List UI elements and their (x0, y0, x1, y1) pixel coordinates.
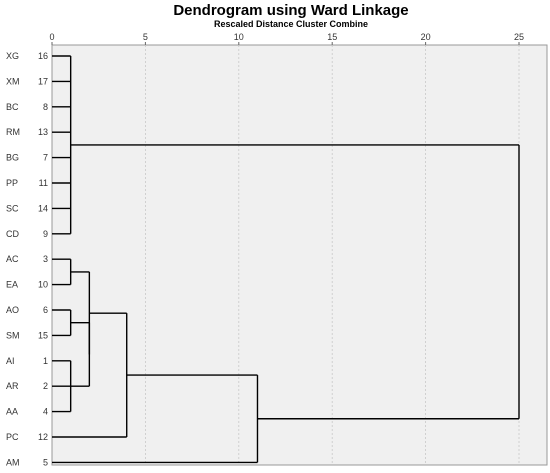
leaf-name-label: SM (6, 330, 20, 340)
tick-label: 15 (327, 32, 337, 42)
leaf-name-label: BC (6, 102, 19, 112)
leaf-case-number: 8 (43, 102, 48, 112)
leaf-name-label: AO (6, 305, 19, 315)
leaf-name-label: BG (6, 153, 19, 163)
leaf-case-number: 3 (43, 254, 48, 264)
tick-label: 0 (49, 32, 54, 42)
leaf-name-label: PP (6, 178, 18, 188)
leaf-case-number: 15 (38, 330, 48, 340)
leaf-name-label: EA (6, 280, 18, 290)
leaf-name-label: AR (6, 381, 19, 391)
tick-label: 10 (234, 32, 244, 42)
tick-label: 20 (421, 32, 431, 42)
tick-label: 5 (143, 32, 148, 42)
leaf-case-number: 13 (38, 127, 48, 137)
leaf-case-number: 14 (38, 203, 48, 213)
leaf-case-number: 12 (38, 432, 48, 442)
leaf-case-number: 6 (43, 305, 48, 315)
leaf-name-label: AM (6, 457, 20, 467)
chart-subtitle: Rescaled Distance Cluster Combine (214, 19, 368, 29)
leaf-case-number: 11 (39, 178, 48, 188)
leaf-case-number: 16 (38, 51, 48, 61)
axis-ticks: 0 5 10 15 20 25 (49, 32, 524, 45)
leaf-name-label: RM (6, 127, 20, 137)
leaf-name-label: XM (6, 76, 20, 86)
leaf-case-number: 7 (43, 153, 48, 163)
leaf-name-label: AC (6, 254, 19, 264)
leaf-case-number: 5 (43, 457, 48, 467)
leaf-case-number: 4 (43, 407, 48, 417)
leaf-name-label: CD (6, 229, 19, 239)
dendrogram-links (52, 55, 520, 464)
leaf-name-label: AI (6, 356, 15, 366)
leaf-name-label: PC (6, 432, 19, 442)
tick-label: 25 (514, 32, 524, 42)
leaf-name-label: SC (6, 203, 19, 213)
plot-area (51, 44, 548, 466)
leaf-name-label: AA (6, 407, 18, 417)
leaf-case-number: 2 (43, 381, 48, 391)
leaf-case-number: 9 (43, 229, 48, 239)
leaf-case-number: 17 (38, 76, 48, 86)
leaf-case-number: 10 (38, 280, 48, 290)
leaf-case-number: 1 (43, 356, 48, 366)
leaf-name-label: XG (6, 51, 19, 61)
chart-title: Dendrogram using Ward Linkage (173, 2, 408, 19)
